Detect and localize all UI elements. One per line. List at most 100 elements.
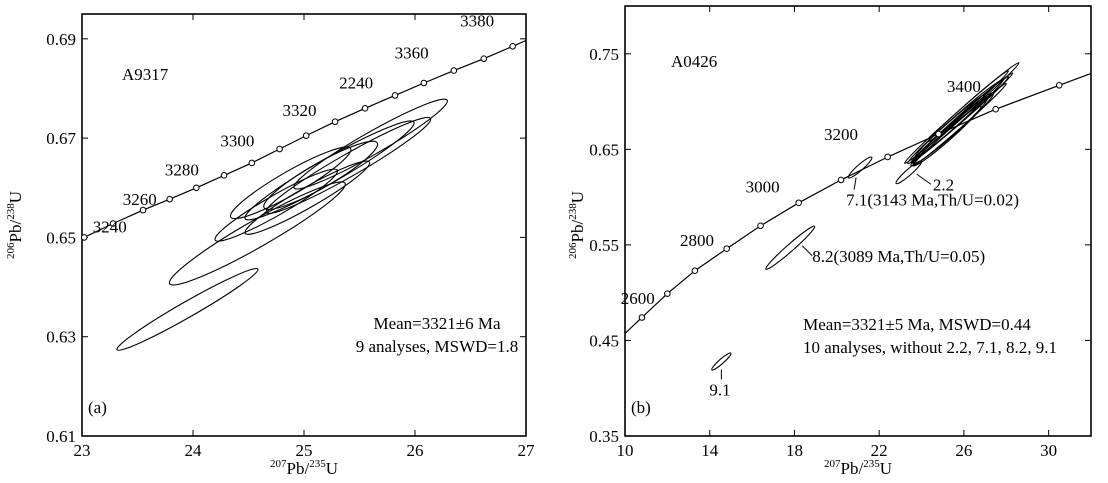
concordia-age-marker xyxy=(276,145,283,153)
x-tick-label: 14 xyxy=(701,441,719,460)
concordia-age-label: 3380 xyxy=(460,11,494,30)
error-ellipse xyxy=(116,267,259,351)
y-tick-label: 0.35 xyxy=(589,427,619,446)
x-tick-label: 24 xyxy=(185,441,203,460)
concordia-age-marker xyxy=(884,153,891,161)
concordia-age-label: 3320 xyxy=(283,101,317,120)
panel-b-concordia-age-markers xyxy=(638,82,1063,321)
concordia-age-marker xyxy=(193,184,200,192)
concordia-age-label: 3400 xyxy=(947,77,981,96)
excluded-leader-line xyxy=(801,245,813,257)
excluded-error-ellipse xyxy=(847,156,873,179)
panel-b-y-axis-label: 206Pb/238U xyxy=(567,191,587,259)
excluded-error-ellipse xyxy=(765,225,816,270)
excluded-analysis-label: 8.2(3089 Ma,Th/U=0.05) xyxy=(812,247,985,266)
concordia-age-marker xyxy=(480,55,488,62)
concordia-age-marker xyxy=(1055,82,1063,89)
concordia-age-marker xyxy=(248,159,256,167)
concordia-age-label: 3260 xyxy=(123,190,157,209)
concordia-age-marker xyxy=(795,199,802,207)
y-tick-label: 0.65 xyxy=(46,228,76,247)
excluded-error-ellipse xyxy=(711,352,732,371)
y-tick-label: 0.65 xyxy=(589,140,619,159)
concordia-age-marker xyxy=(220,172,228,179)
panel-a-y-axis-label: 206Pb/238U xyxy=(5,191,25,259)
concordia-age-marker xyxy=(420,79,428,87)
excluded-analysis-label: 9.1 xyxy=(709,380,730,399)
panel-a-concordia-age-markers xyxy=(80,42,516,241)
concordia-age-label: 3360 xyxy=(395,44,429,63)
y-tick-label: 0.75 xyxy=(589,45,619,64)
y-tick-label: 0.61 xyxy=(46,427,76,446)
excluded-analysis-label: 7.1(3143 Ma,Th/U=0.02) xyxy=(846,190,1019,209)
concordia-age-label: 2800 xyxy=(680,231,714,250)
concordia-age-marker xyxy=(837,176,845,184)
concordia-age-marker xyxy=(992,105,999,113)
panel-b-frame xyxy=(624,5,1092,437)
panel-a-concordia: 23 24 25 26 27 0.61 0.63 0.65 0.67 0.69 3240 3260 3… xyxy=(5,11,535,478)
panel-b-analyses-annotation: 10 analyses, without 2.2, 7.1, 8.2, 9.1 xyxy=(803,338,1057,357)
panel-a-x-axis-label: 207Pb/235U xyxy=(270,458,338,478)
concordia-age-marker xyxy=(664,290,671,297)
concordia-age-marker xyxy=(691,267,699,274)
concordia-age-marker xyxy=(331,118,339,126)
panel-b-ticks: 10 14 18 22 26 30 0.35 0.45 0.55 0.65 0.75 xyxy=(589,6,1091,460)
panel-b-tag: (b) xyxy=(631,398,651,417)
panel-a-error-ellipses xyxy=(116,98,448,351)
panel-b-concordia: 10 14 18 22 26 30 0.35 0.45 0.55 0.65 0.75 2.27.1(… xyxy=(567,5,1092,478)
concordia-age-marker xyxy=(80,234,88,241)
x-tick-label: 25 xyxy=(296,441,313,460)
error-ellipse xyxy=(263,140,379,211)
concordia-age-marker xyxy=(109,220,117,227)
concordia-age-marker xyxy=(361,105,369,112)
concordia-age-marker xyxy=(302,132,310,139)
excluded-leader-line xyxy=(916,173,932,185)
error-ellipse xyxy=(927,70,1009,143)
y-tick-label: 0.55 xyxy=(589,236,619,255)
concordia-age-marker xyxy=(638,314,646,321)
y-tick-label: 0.69 xyxy=(46,30,76,49)
panel-a-mean-annotation: Mean=3321±6 Ma xyxy=(373,314,500,333)
error-ellipse xyxy=(293,98,448,190)
x-tick-label: 10 xyxy=(617,441,634,460)
panel-b-excluded-ellipses: 2.27.1(3143 Ma,Th/U=0.02) 8.2(3089 Ma,Th/… xyxy=(709,156,1019,399)
concordia-age-label: 3280 xyxy=(165,160,199,179)
panel-a-ticks: 23 24 25 26 27 0.61 0.63 0.65 0.67 0.69 xyxy=(46,14,535,460)
concordia-age-label: 2600 xyxy=(621,289,655,308)
excluded-analysis-label: 2.2 xyxy=(933,175,954,194)
x-tick-label: 26 xyxy=(955,441,972,460)
x-tick-label: 22 xyxy=(871,441,888,460)
panel-a-analyses-annotation: 9 analyses, MSWD=1.8 xyxy=(356,337,519,356)
y-tick-label: 0.63 xyxy=(46,328,76,347)
panel-b-x-axis-label: 207Pb/235U xyxy=(824,458,892,478)
concordia-age-marker xyxy=(757,222,764,230)
concordia-age-marker xyxy=(509,42,516,50)
concordia-age-marker xyxy=(166,195,173,203)
concordia-age-label: 3200 xyxy=(824,125,858,144)
error-ellipse xyxy=(229,146,352,220)
excluded-leader-line xyxy=(853,177,857,190)
concordia-age-marker xyxy=(391,92,399,99)
panel-a-age-labels: 3240 3260 3280 3300 3320 2240 3360 3380 xyxy=(93,11,494,236)
x-tick-label: 27 xyxy=(518,441,536,460)
panel-a-concordia-curve xyxy=(81,39,527,240)
y-tick-label: 0.45 xyxy=(589,331,619,350)
panel-b-sample-name: A0426 xyxy=(671,52,717,71)
panel-a-sample-name: A9317 xyxy=(122,65,169,84)
concordia-age-label: 3240 xyxy=(93,217,127,236)
concordia-age-marker xyxy=(450,67,458,74)
concordia-age-label: 3300 xyxy=(220,132,254,151)
x-tick-label: 30 xyxy=(1040,441,1057,460)
excluded-error-ellipse xyxy=(895,160,923,185)
x-tick-label: 18 xyxy=(786,441,803,460)
panel-a-tag: (a) xyxy=(88,398,107,417)
concordia-age-marker xyxy=(723,245,730,253)
panel-b-age-labels: 2600 2800 3000 3200 3400 xyxy=(621,77,981,308)
error-ellipse xyxy=(214,168,339,242)
x-tick-label: 23 xyxy=(74,441,91,460)
concordia-age-marker xyxy=(935,130,942,138)
error-ellipse xyxy=(168,181,346,286)
x-tick-label: 26 xyxy=(407,441,424,460)
concordia-age-label: 3000 xyxy=(746,177,780,196)
y-tick-label: 0.67 xyxy=(46,129,76,148)
